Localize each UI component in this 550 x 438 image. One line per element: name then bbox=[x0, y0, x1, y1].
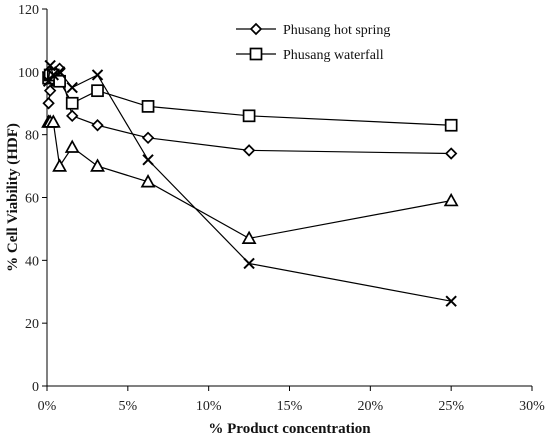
y-axis-title: % Cell Viability (HDF) bbox=[5, 123, 21, 272]
legend: Phusang hot spring Phusang waterfall bbox=[236, 22, 390, 63]
x-tick-label: 20% bbox=[357, 399, 383, 414]
legend-label: Phusang waterfall bbox=[283, 48, 384, 63]
axes bbox=[46, 9, 532, 387]
x-marker bbox=[47, 69, 60, 81]
square-marker bbox=[91, 84, 104, 98]
x-marker bbox=[66, 81, 78, 94]
legend-item: Phusang waterfall bbox=[236, 47, 384, 63]
legend-square-marker bbox=[249, 47, 263, 61]
y-tick-label: 100 bbox=[18, 66, 39, 81]
legend-diamond-marker bbox=[249, 22, 263, 36]
x-tick-label: 25% bbox=[438, 399, 464, 414]
triangle-marker bbox=[52, 158, 68, 172]
square-marker bbox=[65, 96, 79, 110]
square-marker bbox=[141, 100, 155, 113]
x-marker bbox=[445, 295, 457, 307]
axis-ticks: 0 20 40 60 80 100 120 0% 5% 10% 15% 20% 25% 30% bbox=[18, 3, 545, 414]
triangle-marker bbox=[140, 174, 156, 188]
diamond-marker bbox=[242, 144, 256, 157]
triangle-marker bbox=[241, 230, 257, 244]
x-marker bbox=[53, 66, 66, 78]
x-marker bbox=[44, 59, 56, 72]
y-tick-label: 40 bbox=[25, 254, 39, 269]
series-layer bbox=[41, 59, 459, 307]
diamond-marker bbox=[141, 131, 155, 145]
x-marker bbox=[243, 257, 255, 270]
series-triangle bbox=[41, 114, 459, 244]
x-tick-label: 10% bbox=[196, 399, 222, 414]
triangle-marker bbox=[443, 192, 459, 207]
triangle-marker bbox=[45, 114, 61, 128]
y-tick-label: 60 bbox=[25, 192, 39, 207]
x-marker bbox=[142, 154, 154, 166]
x-marker bbox=[91, 69, 104, 81]
legend-label: Phusang hot spring bbox=[283, 23, 390, 38]
x-tick-label: 30% bbox=[519, 399, 545, 414]
y-tick-label: 120 bbox=[18, 3, 39, 18]
square-marker bbox=[242, 109, 256, 123]
x-tick-label: 5% bbox=[118, 399, 137, 414]
y-tick-label: 0 bbox=[32, 380, 39, 395]
triangle-marker bbox=[90, 158, 105, 172]
diamond-marker bbox=[444, 147, 458, 160]
diamond-marker bbox=[66, 109, 79, 123]
legend-item: Phusang hot spring bbox=[236, 22, 390, 38]
y-tick-label: 20 bbox=[25, 317, 39, 332]
series-x bbox=[42, 59, 457, 307]
x-tick-label: 15% bbox=[277, 399, 303, 414]
x-tick-label: 0% bbox=[38, 399, 57, 414]
diamond-marker bbox=[91, 119, 104, 132]
y-tick-label: 80 bbox=[25, 129, 39, 144]
diamond-marker bbox=[42, 97, 55, 110]
diamond-marker bbox=[43, 84, 57, 97]
series-line bbox=[48, 121, 452, 239]
series-line bbox=[47, 65, 452, 302]
x-axis-title: % Product concentration bbox=[208, 421, 371, 437]
triangle-marker bbox=[64, 139, 80, 153]
x-marker bbox=[42, 75, 55, 87]
series-square bbox=[42, 68, 458, 132]
square-marker bbox=[444, 118, 458, 132]
square-marker bbox=[53, 74, 66, 88]
